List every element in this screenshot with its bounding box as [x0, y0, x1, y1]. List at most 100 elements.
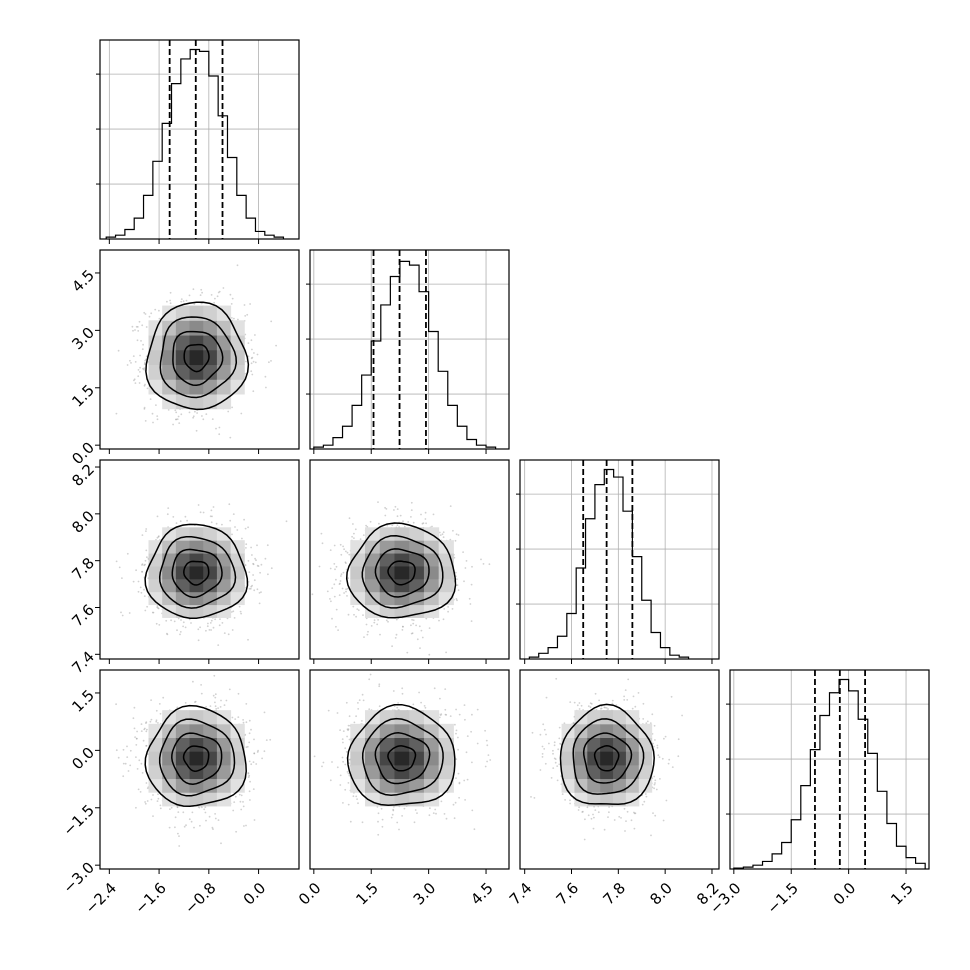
scatter-point [248, 719, 251, 722]
scatter-point [245, 547, 247, 549]
scatter-point [420, 629, 423, 632]
scatter-point [252, 360, 255, 363]
scatter-point [373, 619, 376, 621]
scatter-point [393, 509, 395, 511]
scatter-point [251, 554, 253, 556]
y-tick-label: 4.5 [68, 266, 98, 296]
scatter-point [229, 436, 232, 439]
scatter-point [365, 623, 368, 626]
scatter-point [218, 426, 221, 429]
scatter-point [198, 806, 201, 809]
density-block [189, 349, 204, 366]
scatter-point [419, 647, 421, 649]
scatter-point [333, 583, 336, 586]
scatter-point [137, 590, 140, 593]
scatter-point [480, 558, 482, 561]
scatter-point [465, 560, 468, 562]
scatter-point [410, 632, 413, 635]
scatter-point [156, 418, 159, 421]
scatter-point [395, 618, 398, 621]
density-block [148, 578, 163, 593]
scatter-point [179, 633, 181, 636]
density-block [216, 364, 232, 380]
scatter-point [117, 349, 120, 352]
density-block [409, 553, 425, 567]
density-block [203, 305, 218, 321]
scatter-point [172, 516, 175, 518]
scatter-point [243, 304, 246, 306]
scatter-point [457, 534, 460, 536]
density-block [189, 335, 204, 351]
scatter-point [256, 564, 259, 567]
scatter-point [445, 651, 447, 654]
scatter-point [156, 605, 159, 607]
scatter-point [182, 625, 185, 628]
scatter-point [256, 353, 259, 356]
scatter-point [410, 501, 413, 504]
scatter-point [141, 324, 144, 327]
scatter-point [151, 611, 154, 614]
scatter-point [251, 584, 254, 587]
scatter-point [406, 651, 409, 654]
scatter-point [149, 720, 152, 723]
scatter-point [345, 590, 347, 593]
scatter-point [431, 525, 433, 528]
scatter-point [210, 619, 213, 622]
scatter-point [346, 595, 348, 597]
panel-2-2 [516, 459, 720, 664]
scatter-point [452, 529, 454, 532]
scatter-point [471, 565, 473, 568]
density-block [148, 553, 163, 567]
scatter-point [215, 522, 218, 525]
scatter-point [339, 543, 342, 546]
scatter-point [464, 567, 467, 569]
scatter-point [242, 805, 245, 808]
scatter-point [254, 557, 256, 560]
scatter-point [207, 622, 209, 625]
contour-line [361, 535, 444, 609]
scatter-point [340, 575, 342, 577]
scatter-point [410, 509, 413, 511]
scatter-point [244, 315, 247, 317]
scatter-point [143, 595, 146, 597]
density-block [162, 364, 177, 380]
scatter-point [209, 622, 212, 624]
scatter-point [231, 406, 234, 409]
scatter-point [200, 692, 203, 695]
scatter-point [251, 373, 254, 376]
scatter-point [424, 518, 427, 520]
scatter-point [134, 329, 136, 331]
scatter-point [141, 571, 144, 573]
density-block [203, 578, 218, 593]
density-block [365, 578, 381, 593]
scatter-point [259, 571, 261, 574]
scatter-point [155, 719, 158, 722]
scatter-point [192, 288, 195, 291]
scatter-point [468, 597, 471, 600]
scatter-point [126, 552, 129, 555]
scatter-point [216, 295, 219, 298]
scatter-point [260, 563, 263, 566]
scatter-point [95, 344, 97, 346]
scatter-point [395, 633, 398, 636]
scatter-point [385, 508, 388, 510]
scatter-point [244, 527, 247, 530]
scatter-point [321, 542, 324, 545]
scatter-point [199, 626, 202, 629]
scatter-point [156, 800, 159, 802]
scatter-point [257, 565, 260, 567]
scatter-point [247, 560, 250, 562]
scatter-point [469, 603, 472, 605]
scatter-point [141, 348, 144, 351]
contour-line [171, 548, 223, 598]
scatter-point [128, 612, 131, 614]
scatter-point [182, 300, 185, 303]
scatter-point [354, 528, 357, 531]
scatter-point [275, 344, 277, 347]
scatter-point [418, 625, 421, 628]
density-block [394, 565, 410, 580]
scatter-point [159, 807, 162, 810]
histogram-bar [528, 468, 690, 659]
scatter-point [205, 819, 207, 822]
scatter-point [135, 325, 138, 328]
